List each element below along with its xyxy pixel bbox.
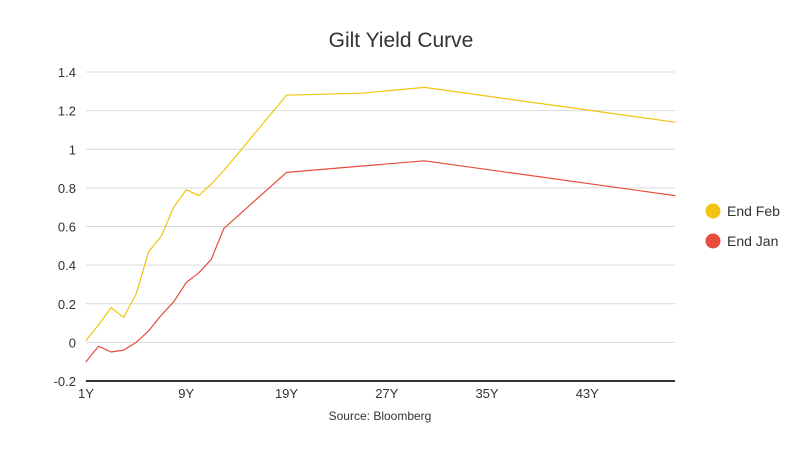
legend-item-end-jan[interactable]: End Jan xyxy=(705,233,779,249)
y-tick-label: 1.4 xyxy=(58,65,76,80)
y-tick-label: 1.2 xyxy=(58,104,76,119)
legend-item-end-feb[interactable]: End Feb xyxy=(705,203,781,219)
series-line-end-jan xyxy=(85,160,676,363)
legend-label: End Jan xyxy=(727,233,778,249)
y-tick-label: 0 xyxy=(69,335,76,350)
y-tick-label: 0.8 xyxy=(58,181,76,196)
legend[interactable]: End Feb End Jan xyxy=(705,203,781,249)
legend-marker xyxy=(705,233,721,249)
x-tick-label: 1Y xyxy=(78,386,94,401)
y-axis-tick-labels: -0.2 0 0.2 0.4 0.6 0.8 1 1.2 1.4 xyxy=(54,65,76,389)
y-tick-label: 0.4 xyxy=(58,258,76,273)
y-tick-label: -0.2 xyxy=(54,374,76,389)
y-tick-label: 1 xyxy=(69,142,76,157)
source-note: Source: Bloomberg xyxy=(329,409,432,423)
legend-label: End Feb xyxy=(727,203,780,219)
x-tick-label: 27Y xyxy=(375,386,398,401)
series-line-end-feb xyxy=(85,86,676,341)
y-tick-label: 0.6 xyxy=(58,220,76,235)
gridlines xyxy=(86,71,675,382)
x-tick-label: 9Y xyxy=(178,386,194,401)
series-lines xyxy=(85,86,676,363)
x-tick-label: 43Y xyxy=(576,386,599,401)
x-tick-label: 19Y xyxy=(275,386,298,401)
x-axis-tick-labels: 1Y 9Y 19Y 27Y 35Y 43Y xyxy=(78,386,599,401)
x-tick-label: 35Y xyxy=(475,386,498,401)
y-tick-label: 0.2 xyxy=(58,297,76,312)
legend-marker xyxy=(705,203,721,219)
chart-title: Gilt Yield Curve xyxy=(329,29,474,52)
